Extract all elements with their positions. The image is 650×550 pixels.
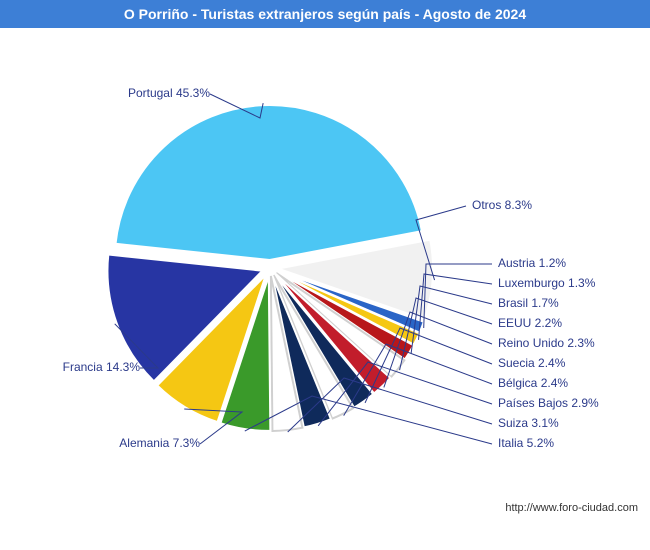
slice-label: Suecia 2.4% bbox=[498, 356, 565, 370]
slice-label: Brasil 1.7% bbox=[498, 296, 559, 310]
source-url: http://www.foro-ciudad.com bbox=[505, 502, 638, 514]
slice-label: Portugal 45.3% bbox=[128, 86, 210, 100]
slice-label: Bélgica 2.4% bbox=[498, 376, 568, 390]
chart-title-bar: O Porriño - Turistas extranjeros según p… bbox=[0, 0, 650, 28]
slice-label: Países Bajos 2.9% bbox=[498, 396, 599, 410]
slice-label: Alemania 7.3% bbox=[119, 436, 200, 450]
slice-label: Reino Unido 2.3% bbox=[498, 336, 595, 350]
chart-area: Portugal 45.3% Otros 8.3% Austria 1.2% Luxe… bbox=[0, 28, 650, 520]
chart-title: O Porriño - Turistas extranjeros según p… bbox=[124, 6, 526, 22]
slice-label: Italia 5.2% bbox=[498, 436, 554, 450]
slice-label: Austria 1.2% bbox=[498, 256, 566, 270]
pie-slice bbox=[116, 105, 422, 260]
slice-label: Otros 8.3% bbox=[472, 198, 532, 212]
slice-label: EEUU 2.2% bbox=[498, 316, 562, 330]
slice-label: Suiza 3.1% bbox=[498, 416, 559, 430]
slice-label: Luxemburgo 1.3% bbox=[498, 276, 595, 290]
slice-label: Francia 14.3% bbox=[63, 360, 140, 374]
